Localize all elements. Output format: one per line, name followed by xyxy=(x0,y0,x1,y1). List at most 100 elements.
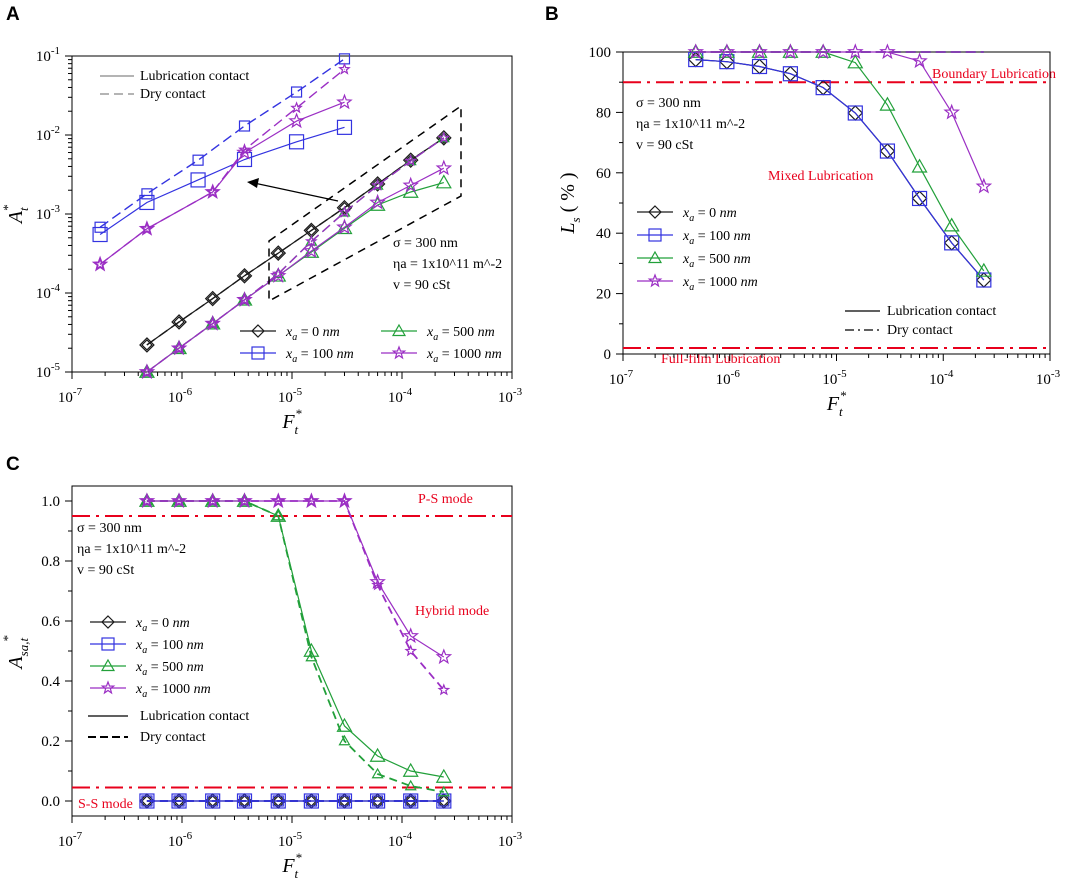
series-a-2-dry-point xyxy=(206,317,219,328)
series-c-2-dry-point xyxy=(338,734,351,746)
series-a-3-lub-point xyxy=(204,183,221,199)
series-a-4-dry-point xyxy=(238,293,251,306)
series-a-4-lub-point xyxy=(435,159,453,176)
y-tick-label: 1.0 xyxy=(41,494,60,510)
panel-label-b: B xyxy=(545,4,559,25)
series-b-1-lub-point xyxy=(847,105,863,121)
series-b-2-lub-point xyxy=(687,43,704,58)
series-c-1-lub-point xyxy=(139,793,155,809)
legend-c-x100-label: xa = 100 nm xyxy=(135,638,204,656)
series-a-4-lub-point xyxy=(402,176,420,193)
series-c-3-dry-point xyxy=(371,578,385,591)
series-a-3-lub-point xyxy=(336,93,353,110)
region-hybrid: Hybrid mode xyxy=(415,604,489,619)
axes-c: 10-7 10-6 10-5 10-4 10-3 0.0 0.2 0.4 0.6 0.8 1.0 xyxy=(41,485,523,850)
panel-c-texts: σ = 300 nm ηa = 1x10^11 m^-2 v = 90 cSt … xyxy=(77,492,489,812)
param-sigma-b: σ = 300 nm xyxy=(636,96,701,111)
series-b-3-lub-point xyxy=(846,43,864,60)
series-a-4-dry-point xyxy=(271,267,285,280)
series-c-1-dry-point xyxy=(173,795,185,807)
legend-b-x500-label: xa = 500 nm xyxy=(682,252,751,270)
series-c-3-dry-point xyxy=(304,494,318,507)
series-a-4-lub-point xyxy=(336,218,353,235)
param-nu-b: v = 90 cSt xyxy=(636,138,693,153)
x-tick-label: 10-4 xyxy=(388,386,413,406)
series-b-2-lub-point xyxy=(815,43,832,58)
x-tick-label: 10-3 xyxy=(498,386,523,406)
series-b-3-lub-line xyxy=(695,51,985,187)
series-b-3-lub-point xyxy=(782,43,799,60)
legend-lub-label-c: Lubrication contact xyxy=(140,709,249,724)
legend-b-x0-label: xa = 0 nm xyxy=(682,206,737,224)
series-b-3-lub-point xyxy=(718,43,736,60)
legend-b-x100-label: xa = 100 nm xyxy=(682,229,751,247)
x-tick-label: 10-3 xyxy=(1036,368,1061,388)
series-a-4-dry-point xyxy=(140,365,154,378)
series-b-3-lub-point xyxy=(975,177,993,194)
series-c-3-dry-point xyxy=(238,494,251,507)
series-a-3-lub-point xyxy=(236,143,253,160)
legend-b-x1000-marker xyxy=(647,273,663,288)
series-c-3-lub-point xyxy=(236,492,253,509)
panel-label-a: A xyxy=(6,4,20,25)
legend-c-x1000-label: xa = 1000 nm xyxy=(135,682,211,700)
y-tick-label: 0 xyxy=(604,347,612,363)
y-axis-label-a: At* xyxy=(0,204,31,225)
dashed-region-box xyxy=(268,104,462,303)
series-c-3-dry-point xyxy=(206,494,220,507)
y-tick-label: 10-3 xyxy=(36,203,61,223)
series-c-2-lub-point xyxy=(369,747,386,762)
series-a-0-lub-point xyxy=(171,314,187,330)
legend-a-x100-marker xyxy=(251,346,265,360)
series-a-2-dry-point xyxy=(238,293,251,305)
x-axis-label-a: Ft* xyxy=(281,406,302,437)
x-tick-label: 10-5 xyxy=(278,830,303,850)
legend-a-x1000-marker xyxy=(391,345,407,360)
series-b-3-lub-point xyxy=(943,103,961,120)
y-tick-label: 100 xyxy=(589,45,612,61)
series-b-1-lub-point xyxy=(782,66,799,82)
series-b-2-lub-point xyxy=(943,217,960,232)
series-c-1-lub-point xyxy=(336,793,353,809)
series-b-1-lub-point xyxy=(944,235,960,251)
y-tick-label: 80 xyxy=(596,105,611,121)
series-a-0-lub-point xyxy=(139,337,155,353)
series-a-1-dry-point xyxy=(238,120,251,132)
series-b-2-lub-point xyxy=(751,43,768,58)
legend-a-x500-label: xa = 500 nm xyxy=(426,325,495,343)
series-c-2-dry-point xyxy=(437,785,450,797)
param-nu-a: v = 90 cSt xyxy=(393,278,450,293)
legend-c-x500-label: xa = 500 nm xyxy=(135,660,204,678)
series-c-2-lub-point xyxy=(336,717,353,732)
series-c-1-dry-point xyxy=(405,795,417,807)
panel-a-texts: Lubrication contact Dry contact σ = 300 … xyxy=(100,69,502,293)
series-a-3-dry-point xyxy=(206,185,220,198)
x-tick-label: 10-7 xyxy=(58,386,83,406)
arrow-shaft xyxy=(253,182,339,202)
series-a-0-lub-line xyxy=(146,137,445,346)
region-mixed: Mixed Lubrication xyxy=(768,169,873,184)
legend-b: xa = 0 nm xa = 100 nm xa = 500 nm xa = 1000… xyxy=(637,205,758,293)
series-a-2-dry-point xyxy=(371,179,384,190)
series-c-1-dry-point xyxy=(305,795,317,807)
series-group-c xyxy=(138,492,453,809)
x-tick-label: 10-4 xyxy=(388,830,413,850)
y-axis-label-c: Asa,t* xyxy=(0,635,31,671)
series-b-3-lub-point xyxy=(814,43,832,60)
panel-b-texts: σ = 300 nm ηa = 1x10^11 m^-2 v = 90 cSt … xyxy=(636,67,1056,367)
series-a-3-dry-line xyxy=(99,68,345,265)
series-c-1-lub-point xyxy=(369,793,386,809)
series-a-4-dry-point xyxy=(404,154,418,167)
series-c-1-dry-point xyxy=(207,795,219,807)
series-a-3-dry-point xyxy=(290,101,303,114)
series-a-0-dry-point xyxy=(141,339,153,351)
series-a-4-lub-point xyxy=(303,242,320,259)
series-a-4-dry-point xyxy=(338,205,351,218)
y-tick-label: 10-1 xyxy=(36,45,60,65)
legend-lub-label-b: Lubrication contact xyxy=(887,304,996,319)
axes-a: 10-7 10-6 10-5 10-4 10-3 10-5 10-4 10-3 10-2 10-1 xyxy=(36,45,523,406)
legend-a: xa = 0 nm xa = 100 nm xa = 500 nm xa = 1000… xyxy=(240,323,502,365)
series-c-3-lub-point xyxy=(303,492,320,509)
annotation-box-a xyxy=(247,104,462,303)
